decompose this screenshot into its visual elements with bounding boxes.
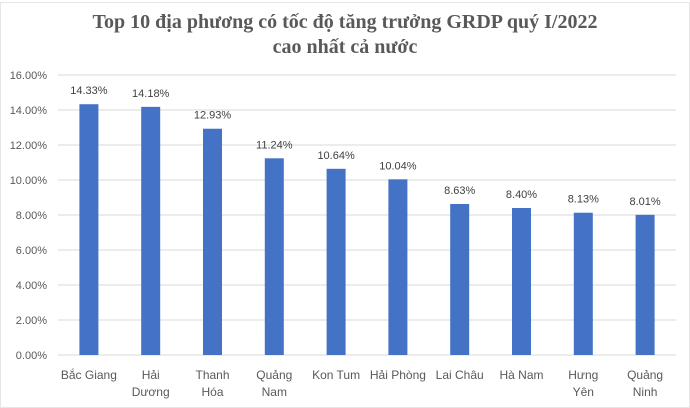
- chart-title-line1: Top 10 địa phương có tốc độ tăng trưởng …: [92, 11, 598, 33]
- bar: [450, 203, 470, 355]
- bar: [573, 212, 593, 355]
- bar: [326, 168, 346, 355]
- bar: [512, 208, 531, 355]
- x-tick-label: Thanh Hóa: [195, 368, 229, 399]
- y-tick-label: 16.00%: [10, 70, 48, 82]
- data-label: 10.04%: [379, 160, 417, 172]
- x-tick-label: Lai Châu: [436, 368, 484, 382]
- x-tick-label: Hưng Yên: [568, 368, 598, 399]
- data-label: 14.33%: [70, 85, 108, 97]
- y-tick-label: 10.00%: [10, 175, 48, 187]
- bar: [388, 179, 408, 355]
- y-tick-label: 2.00%: [16, 315, 47, 327]
- x-tick-label: Bắc Giang: [61, 367, 117, 382]
- data-label: 8.63%: [444, 185, 475, 197]
- chart-title: Top 10 địa phương có tốc độ tăng trưởng …: [0, 10, 690, 60]
- x-tick-label: Quảng Nam: [256, 368, 292, 399]
- y-tick-label: 12.00%: [10, 140, 48, 152]
- data-label: 12.93%: [194, 110, 232, 122]
- y-tick-label: 0.00%: [16, 350, 47, 362]
- data-label: 8.13%: [568, 194, 599, 206]
- data-label: 10.64%: [317, 150, 355, 162]
- bar: [141, 106, 161, 355]
- x-tick-label: Hà Nam: [499, 368, 543, 382]
- data-label: 8.40%: [506, 189, 537, 201]
- bar: [203, 128, 222, 355]
- x-tick-label: Hải Dương: [132, 368, 170, 399]
- y-tick-label: 14.00%: [10, 105, 48, 117]
- chart-title-line2: cao nhất cả nước: [272, 36, 418, 58]
- bar: [635, 214, 655, 355]
- y-tick-label: 4.00%: [16, 280, 47, 292]
- data-label: 11.24%: [256, 139, 293, 151]
- data-label: 14.18%: [132, 88, 170, 100]
- x-tick-label: Quảng Ninh: [627, 368, 663, 399]
- y-tick-label: 8.00%: [16, 210, 47, 222]
- y-tick-label: 6.00%: [16, 245, 47, 257]
- x-tick-label: Hải Phòng: [370, 368, 426, 382]
- bar: [264, 158, 284, 355]
- data-label: 8.01%: [629, 196, 660, 208]
- x-tick-label: Kon Tum: [312, 368, 360, 382]
- bar: [79, 104, 99, 355]
